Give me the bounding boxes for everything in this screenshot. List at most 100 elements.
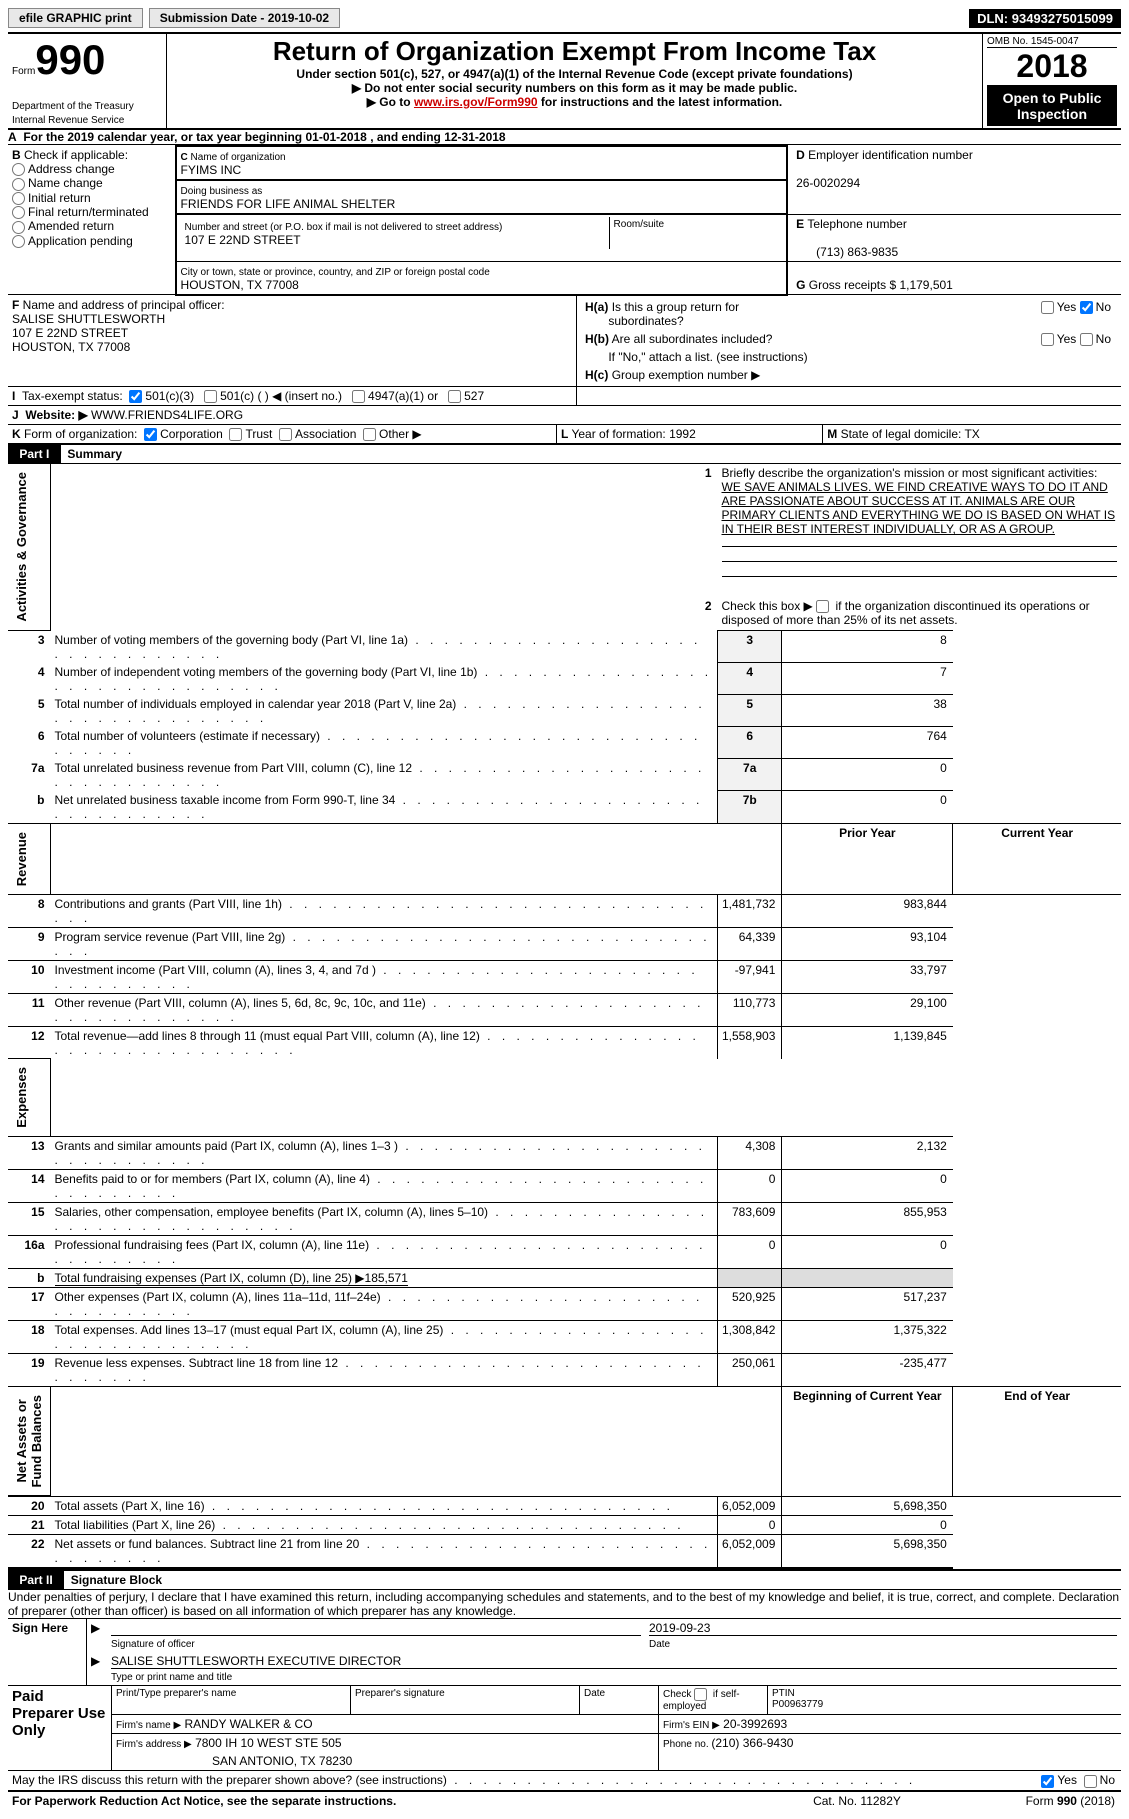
chk-other[interactable]: Other ▶ (363, 427, 422, 441)
prep-phone: (210) 366-9430 (711, 1736, 793, 1750)
goto-link: ▶ Go to www.irs.gov/Form990 for instruct… (171, 95, 978, 109)
form-label: Form (12, 66, 35, 77)
firm-name: RANDY WALKER & CO (185, 1717, 313, 1731)
footer-form-no: 990 (1057, 1794, 1077, 1808)
page-footer: For Paperwork Reduction Act Notice, see … (8, 1792, 1121, 1810)
firm-ein: 20-3992693 (723, 1717, 787, 1731)
phone-value: (713) 863-9835 (796, 245, 898, 259)
hb-note: If "No," attach a list. (see instruction… (608, 350, 807, 364)
vlabel-revenue: Revenue (12, 826, 31, 892)
tax-status-label: Tax-exempt status: (22, 389, 123, 403)
ssn-warning: ▶ Do not enter social security numbers o… (171, 81, 978, 95)
chk-501c3[interactable]: 501(c)(3) (129, 389, 194, 403)
officer-printed: SALISE SHUTTLESWORTH EXECUTIVE DIRECTOR (111, 1654, 1117, 1669)
chk-address-change[interactable]: Address change (12, 162, 115, 176)
checkbox-label: Check if applicable: (24, 148, 128, 162)
chk-trust[interactable]: Trust (229, 427, 272, 441)
website-value: WWW.FRIENDS4LIFE.ORG (91, 408, 243, 422)
efile-print-button[interactable]: efile GRAPHIC print (8, 8, 143, 28)
discuss-row: May the IRS discuss this return with the… (8, 1771, 1121, 1791)
ha-no[interactable]: No (1080, 300, 1111, 314)
room-label: Room/suite (609, 217, 782, 249)
chk-self-employed[interactable] (694, 1688, 707, 1701)
vlabel-expenses: Expenses (12, 1061, 31, 1134)
chk-527[interactable]: 527 (448, 389, 484, 403)
firm-addr-label: Firm's address ▶ (116, 1739, 192, 1750)
street-label: Number and street (or P.O. box if mail i… (185, 222, 503, 233)
discuss-no[interactable]: No (1084, 1773, 1115, 1787)
declaration: Under penalties of perjury, I declare th… (8, 1590, 1121, 1619)
city-label: City or town, state or province, country… (181, 267, 490, 278)
phone-label: Telephone number (807, 217, 906, 231)
hb-no[interactable]: No (1080, 332, 1111, 346)
firm-ein-label: Firm's EIN ▶ (663, 1720, 720, 1731)
prep-date-label: Date (580, 1686, 659, 1715)
form-header: Form990 Department of the Treasury Inter… (8, 32, 1121, 130)
chk-501c[interactable]: 501(c) ( ) ◀ (insert no.) (204, 389, 342, 403)
officer-label: Name and address of principal officer: (23, 298, 225, 312)
chk-corp[interactable]: Corporation (144, 427, 223, 441)
firm-name-label: Firm's name ▶ (116, 1720, 181, 1731)
col-prior: Prior Year (782, 823, 953, 894)
hc-label: Group exemption number ▶ (612, 368, 761, 382)
year-formed-label: Year of formation: (571, 427, 669, 441)
paid-preparer-label: Paid Preparer Use Only (8, 1686, 112, 1771)
sig-officer-label: Signature of officer (111, 1639, 195, 1650)
col-end: End of Year (953, 1386, 1121, 1496)
gross-value: 1,179,501 (899, 278, 952, 292)
ha-label: Is this a group return for (612, 300, 739, 314)
status-website: I Tax-exempt status: 501(c)(3) 501(c) ( … (8, 387, 1121, 425)
chk-name-change[interactable]: Name change (12, 176, 103, 190)
officer-city: HOUSTON, TX 77008 (12, 340, 130, 354)
discuss-yes[interactable]: Yes (1041, 1773, 1077, 1787)
hb-yes[interactable]: Yes (1041, 332, 1077, 346)
ein-value: 26-0020294 (796, 176, 860, 190)
sig-date: 2019-09-23 (649, 1621, 1117, 1636)
chk-pending[interactable]: Application pending (12, 234, 133, 248)
form-number: 990 (35, 36, 105, 83)
officer-group-block: F Name and address of principal officer:… (8, 296, 1121, 387)
chk-final-return[interactable]: Final return/terminated (12, 205, 149, 219)
city-value: HOUSTON, TX 77008 (181, 278, 299, 292)
domicile: TX (964, 427, 979, 441)
date-label: Date (649, 1639, 670, 1650)
dln: DLN: 93493275015099 (969, 9, 1121, 28)
vlabel-net: Net Assets or Fund Balances (12, 1389, 46, 1493)
discuss-label: May the IRS discuss this return with the… (12, 1773, 447, 1787)
prep-name-label: Print/Type preparer's name (112, 1686, 351, 1715)
public-inspection: Open to Public Inspection (987, 86, 1117, 126)
part2-header: Part II Signature Block (8, 1569, 1121, 1590)
ptin-label: PTIN (772, 1688, 795, 1699)
org-name: FYIMS INC (181, 163, 242, 177)
dba-label: Doing business as (181, 186, 263, 197)
street-value: 107 E 22ND STREET (185, 233, 301, 247)
chk-initial-return[interactable]: Initial return (12, 191, 91, 205)
irs-label: Internal Revenue Service (12, 115, 124, 126)
firm-city: SAN ANTONIO, TX 78230 (112, 1752, 659, 1771)
cat-no: Cat. No. 11282Y (753, 1792, 961, 1810)
year-formed: 1992 (669, 427, 696, 441)
chk-4947[interactable]: 4947(a)(1) or (352, 389, 438, 403)
form-title: Return of Organization Exempt From Incom… (171, 36, 978, 67)
chk-assoc[interactable]: Association (279, 427, 356, 441)
ha-yes[interactable]: Yes (1041, 300, 1077, 314)
irs-link[interactable]: www.irs.gov/Form990 (414, 95, 538, 109)
sign-here-label: Sign Here (8, 1619, 87, 1686)
chk-amended[interactable]: Amended return (12, 219, 114, 233)
part1-header: Part I Summary (8, 445, 1121, 464)
mission-text: WE SAVE ANIMALS LIVES. WE FIND CREATIVE … (722, 480, 1116, 536)
officer-name: SALISE SHUTTLESWORTH (12, 312, 165, 326)
chk-discontinued[interactable] (816, 600, 829, 613)
website-label: Website: ▶ (25, 408, 87, 422)
firm-addr: 7800 IH 10 WEST STE 505 (195, 1736, 342, 1750)
officer-street: 107 E 22ND STREET (12, 326, 128, 340)
prep-phone-label: Phone no. (663, 1739, 711, 1750)
form-subtitle: Under section 501(c), 527, or 4947(a)(1)… (171, 67, 978, 81)
paid-preparer-block: Paid Preparer Use Only Print/Type prepar… (8, 1686, 1121, 1771)
ptin-value: P00963779 (772, 1699, 823, 1710)
sign-here-block: Sign Here ▶ Signature of officer 2019-09… (8, 1619, 1121, 1686)
line-a: A For the 2019 calendar year, or tax yea… (8, 130, 1121, 145)
submission-date: Submission Date - 2019-10-02 (149, 8, 340, 28)
hb-label: Are all subordinates included? (612, 332, 773, 346)
org-form-label: Form of organization: (24, 427, 137, 441)
